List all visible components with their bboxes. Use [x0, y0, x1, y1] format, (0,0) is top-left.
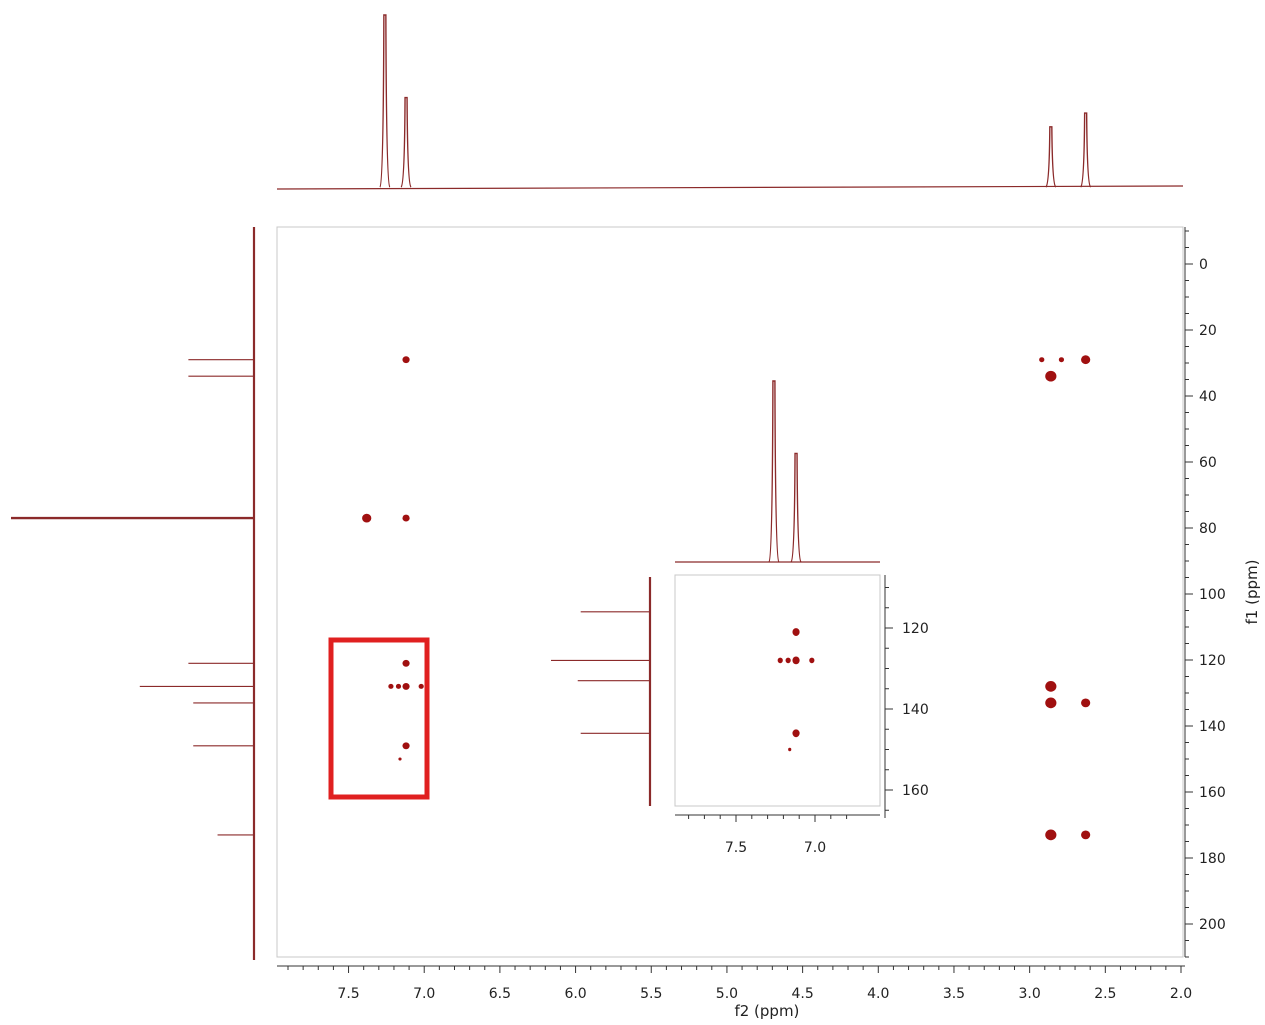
- y-tick-label: 120: [1199, 653, 1226, 669]
- inset-x-tick-label: 7.0: [804, 840, 826, 856]
- cross-peak: [395, 683, 402, 689]
- cross-peak: [398, 757, 402, 761]
- cross-peak: [402, 356, 410, 364]
- inset-cross-peak: [785, 657, 791, 664]
- y-tick-label: 140: [1199, 719, 1226, 735]
- cross-peak: [1039, 357, 1045, 363]
- cross-peak: [418, 683, 424, 689]
- inset-cross-peak: [788, 747, 792, 752]
- cross-peak: [1081, 830, 1091, 840]
- cross-peak: [1045, 370, 1057, 382]
- inset-f2-peak: [790, 452, 802, 563]
- y-tick-label: 180: [1199, 851, 1226, 867]
- y-tick-label: 160: [1199, 785, 1226, 801]
- x-axis-label: f2 (ppm): [734, 1002, 799, 1020]
- inset-y-tick-label: 140: [902, 702, 929, 718]
- x-tick-label: 2.5: [1094, 986, 1116, 1002]
- inset-cross-peak: [792, 628, 800, 636]
- x-tick-label: 4.5: [791, 986, 813, 1002]
- cross-peak: [1045, 681, 1057, 692]
- cross-peak: [1045, 697, 1057, 709]
- x-tick-label: 7.5: [337, 986, 359, 1002]
- inset-frame: [674, 574, 881, 807]
- y-tick-label: 40: [1199, 389, 1217, 405]
- cross-peak: [1081, 698, 1091, 708]
- f2-baseline: [276, 185, 1184, 190]
- inset-f2-peak: [768, 380, 780, 563]
- highlight-layer: [328, 637, 430, 800]
- cross-peak: [402, 682, 410, 690]
- y-tick-label: 100: [1199, 587, 1226, 603]
- cross-peak: [362, 513, 372, 523]
- y-tick-label: 0: [1199, 257, 1208, 273]
- inset-y-tick-label: 120: [902, 621, 929, 637]
- x-tick-label: 4.0: [867, 986, 889, 1002]
- f1-projection-spectrum: [11, 227, 256, 960]
- inset-cross-peak: [792, 656, 800, 665]
- y-tick-label: 20: [1199, 323, 1217, 339]
- y-tick-label: 80: [1199, 521, 1217, 537]
- f2-peak: [1045, 126, 1057, 188]
- cross-peak: [402, 742, 410, 750]
- cross-peak: [1045, 829, 1057, 841]
- x-tick-label: 5.5: [640, 986, 662, 1002]
- inset-x-tick-label: 7.5: [725, 840, 747, 856]
- x-tick-label: 6.0: [564, 986, 586, 1002]
- x-tick-label: 2.0: [1170, 986, 1192, 1002]
- inset-y-tick-label: 160: [902, 783, 929, 799]
- inset-cross-peak: [777, 657, 783, 664]
- highlight-box: [328, 637, 430, 800]
- y-tick-label: 200: [1199, 917, 1226, 933]
- y-tick-label: 60: [1199, 455, 1217, 471]
- inset-zoom: 7.5 7.0 120 140 160: [551, 380, 929, 856]
- inset-cross-peak: [792, 729, 800, 738]
- x-tick-label: 5.0: [716, 986, 738, 1002]
- cross-peak: [1058, 357, 1065, 363]
- f2-projection-spectrum: [276, 14, 1184, 190]
- f2-peak: [1080, 112, 1092, 188]
- f2-peak: [379, 14, 391, 188]
- cross-peak: [388, 683, 394, 689]
- axes-layer: 7.5 7.0 6.5 6.0 5.5 5.0 4.5 4.0 3.5 3.0 2.5 2.0 f2 (…: [277, 227, 1261, 1020]
- inset-cross-peak: [809, 657, 815, 664]
- cross-peak: [1081, 355, 1091, 365]
- x-tick-label: 7.0: [413, 986, 435, 1002]
- y-axis-label: f1 (ppm): [1243, 560, 1261, 625]
- f2-peak: [400, 96, 412, 188]
- x-tick-label: 3.5: [943, 986, 965, 1002]
- x-tick-label: 3.0: [1019, 986, 1041, 1002]
- cross-peak: [402, 514, 410, 522]
- cross-peak: [402, 659, 410, 667]
- x-tick-label: 6.5: [489, 986, 511, 1002]
